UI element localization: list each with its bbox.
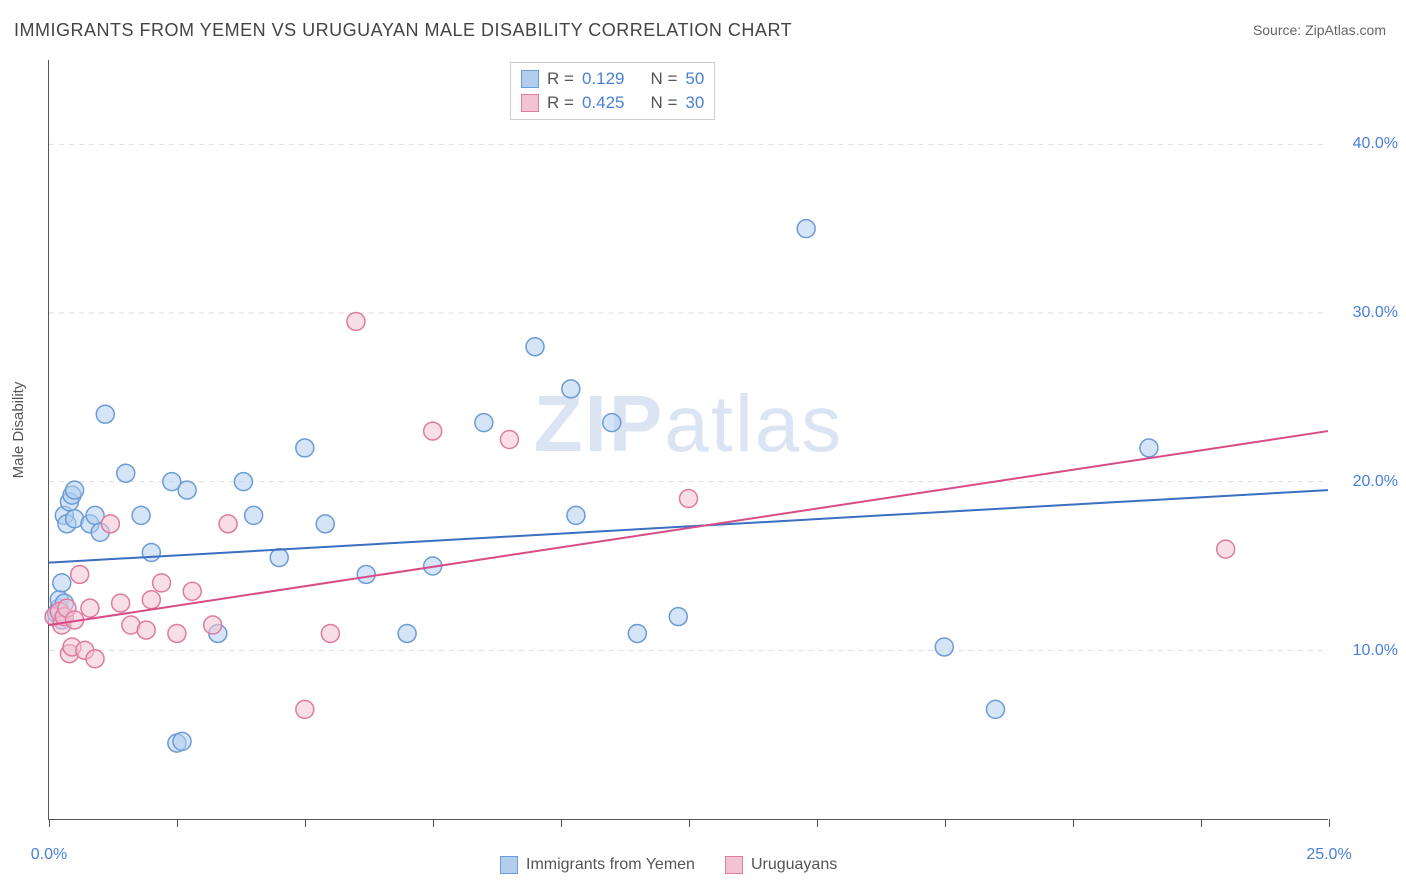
data-point xyxy=(71,565,89,583)
n-value: 50 xyxy=(685,69,704,89)
y-tick-label: 40.0% xyxy=(1338,135,1398,153)
data-point xyxy=(357,565,375,583)
data-point xyxy=(347,312,365,330)
legend-item: Uruguayans xyxy=(725,856,837,874)
data-point xyxy=(96,405,114,423)
n-label: N = xyxy=(650,69,677,89)
x-tick-label: 25.0% xyxy=(1306,846,1351,864)
data-point xyxy=(132,506,150,524)
source-label: Source: ZipAtlas.com xyxy=(1253,22,1386,38)
x-tick-mark xyxy=(945,819,946,827)
x-tick-mark xyxy=(305,819,306,827)
data-point xyxy=(296,700,314,718)
data-point xyxy=(101,515,119,533)
chart-title: IMMIGRANTS FROM YEMEN VS URUGUAYAN MALE … xyxy=(14,20,792,41)
data-point xyxy=(173,732,191,750)
regression-line xyxy=(49,431,1328,625)
chart-container: IMMIGRANTS FROM YEMEN VS URUGUAYAN MALE … xyxy=(0,0,1406,892)
legend-label: Uruguayans xyxy=(751,856,837,874)
data-point xyxy=(797,220,815,238)
data-point xyxy=(628,624,646,642)
swatch-icon xyxy=(725,856,743,874)
x-tick-label: 0.0% xyxy=(31,846,67,864)
swatch-icon xyxy=(521,94,539,112)
y-tick-label: 10.0% xyxy=(1338,642,1398,660)
data-point xyxy=(234,473,252,491)
plot-area: ZIPatlas 10.0%20.0%30.0%40.0% 0.0%25.0% xyxy=(48,60,1328,820)
data-point xyxy=(316,515,334,533)
data-point xyxy=(296,439,314,457)
x-tick-mark xyxy=(1201,819,1202,827)
n-value: 30 xyxy=(685,93,704,113)
data-point xyxy=(137,621,155,639)
x-tick-mark xyxy=(433,819,434,827)
x-tick-mark xyxy=(1073,819,1074,827)
data-point xyxy=(142,591,160,609)
data-point xyxy=(112,594,130,612)
x-tick-mark xyxy=(1329,819,1330,827)
data-point xyxy=(603,414,621,432)
data-point xyxy=(398,624,416,642)
data-point xyxy=(567,506,585,524)
swatch-icon xyxy=(500,856,518,874)
legend-item: Immigrants from Yemen xyxy=(500,856,695,874)
data-point xyxy=(424,422,442,440)
r-value: 0.129 xyxy=(582,69,625,89)
data-point xyxy=(562,380,580,398)
stats-box: R = 0.129 N = 50 R = 0.425 N = 30 xyxy=(510,62,715,120)
data-point xyxy=(183,582,201,600)
data-point xyxy=(1217,540,1235,558)
n-label: N = xyxy=(650,93,677,113)
plot-svg xyxy=(49,60,1328,819)
legend-label: Immigrants from Yemen xyxy=(526,856,695,874)
y-tick-label: 30.0% xyxy=(1338,304,1398,322)
x-tick-mark xyxy=(49,819,50,827)
data-point xyxy=(168,624,186,642)
data-point xyxy=(475,414,493,432)
x-tick-mark xyxy=(817,819,818,827)
data-point xyxy=(53,574,71,592)
data-point xyxy=(935,638,953,656)
x-tick-mark xyxy=(177,819,178,827)
data-point xyxy=(219,515,237,533)
data-point xyxy=(204,616,222,634)
data-point xyxy=(142,544,160,562)
r-label: R = xyxy=(547,69,574,89)
stats-row: R = 0.425 N = 30 xyxy=(521,91,704,115)
legend: Immigrants from Yemen Uruguayans xyxy=(500,856,837,874)
data-point xyxy=(986,700,1004,718)
data-point xyxy=(680,490,698,508)
y-tick-label: 20.0% xyxy=(1338,473,1398,491)
r-label: R = xyxy=(547,93,574,113)
x-tick-mark xyxy=(561,819,562,827)
swatch-icon xyxy=(521,70,539,88)
data-point xyxy=(86,650,104,668)
stats-row: R = 0.129 N = 50 xyxy=(521,67,704,91)
data-point xyxy=(270,549,288,567)
data-point xyxy=(81,599,99,617)
data-point xyxy=(245,506,263,524)
data-point xyxy=(66,481,84,499)
data-point xyxy=(321,624,339,642)
data-point xyxy=(1140,439,1158,457)
data-point xyxy=(500,431,518,449)
data-point xyxy=(526,338,544,356)
data-point xyxy=(153,574,171,592)
x-tick-mark xyxy=(689,819,690,827)
r-value: 0.425 xyxy=(582,93,625,113)
data-point xyxy=(178,481,196,499)
data-point xyxy=(117,464,135,482)
data-point xyxy=(669,608,687,626)
y-axis-label: Male Disability xyxy=(10,382,27,479)
